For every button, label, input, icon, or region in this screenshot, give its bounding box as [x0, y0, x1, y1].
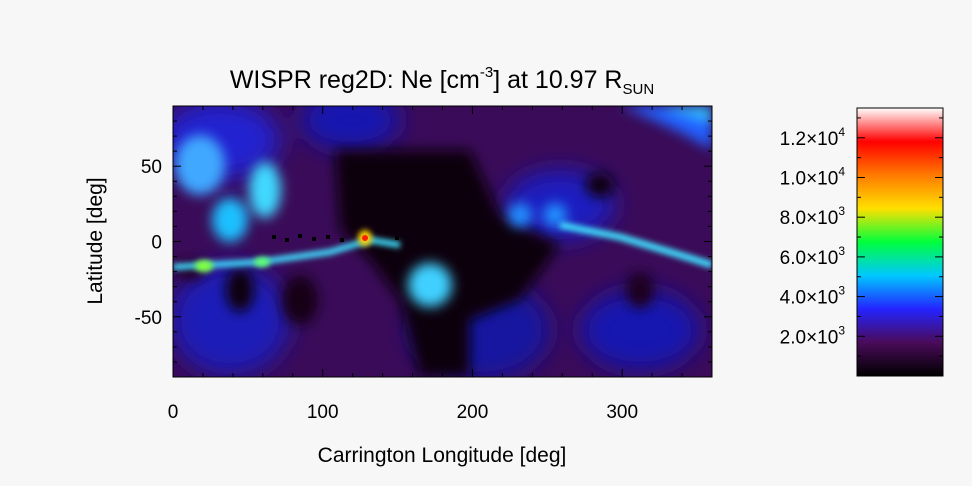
- colorbar-frame: [856, 107, 944, 377]
- speckles: [272, 234, 399, 242]
- dark-regions: [176, 150, 654, 377]
- colorbar-tick-label: 8.0×103: [780, 204, 846, 229]
- y-tick-label: -50: [135, 308, 162, 329]
- current-sheet: [173, 221, 712, 270]
- colorbar-tick-label: 2.0×103: [780, 323, 846, 348]
- dark-spot-4: [626, 272, 654, 308]
- region-lower-left: [173, 265, 290, 375]
- colorbar-tick-exponent: 3: [838, 244, 845, 258]
- plume-3: [212, 198, 248, 242]
- x-tick-label: 100: [307, 402, 339, 423]
- colorbar-tick-exponent: 4: [838, 164, 845, 178]
- hot-spot-1: [195, 260, 213, 272]
- hot-spot-core: [362, 235, 368, 241]
- y-tick-label: 50: [141, 157, 162, 178]
- colorbar: [857, 108, 943, 376]
- y-axis-ticks: 50 0 -50: [135, 120, 712, 363]
- upper-right-corner-bright: [660, 106, 712, 122]
- plume-1: [175, 135, 225, 195]
- colorbar-tick-label: 6.0×103: [780, 244, 846, 269]
- region-upper-mid: [300, 106, 400, 150]
- speck: [340, 238, 344, 242]
- x-axis-ticks: 0 100 200 300: [168, 106, 683, 423]
- title-main: WISPR reg2D: Ne [cm: [230, 66, 480, 94]
- x-tick-label: 300: [606, 402, 638, 423]
- hot-spot-2: [254, 257, 270, 267]
- colorbar-tick-mantissa: 2.0×10: [780, 327, 839, 348]
- colorbar-tick-label: 1.0×104: [780, 164, 846, 189]
- colorbar-tick-exponent: 3: [838, 284, 845, 298]
- band-right: [559, 221, 712, 269]
- speck: [298, 234, 302, 238]
- speck: [326, 235, 330, 239]
- colorbar-tick-exponent: 4: [838, 125, 845, 139]
- dark-spot-3: [586, 173, 614, 197]
- dark-spot-1: [226, 268, 254, 312]
- dark-region-center: [335, 150, 560, 377]
- plume-4: [408, 263, 452, 307]
- x-tick-label: 200: [457, 402, 489, 423]
- speck: [272, 235, 276, 239]
- heatmap-area: [173, 106, 712, 377]
- plume-6: [543, 203, 567, 227]
- colorbar-tick-exponent: 3: [838, 323, 845, 337]
- region-lower-right: [580, 290, 700, 370]
- colorbar-tick-exponent: 3: [838, 204, 845, 218]
- x-tick-label: 0: [168, 402, 179, 423]
- x-axis-label: Carrington Longitude [deg]: [318, 444, 567, 467]
- speck: [285, 238, 289, 242]
- colorbar-tick-mantissa: 6.0×10: [780, 248, 839, 269]
- chart-title: WISPR reg2D: Ne [cm-3] at 10.97 RSUN: [230, 64, 654, 98]
- cyan-structures: [175, 106, 712, 307]
- colorbar-tick-mantissa: 8.0×10: [780, 208, 839, 229]
- colorbar-tick-mantissa: 1.2×10: [780, 129, 839, 150]
- y-tick-label: 0: [151, 233, 162, 254]
- colorbar-tick-mantissa: 1.0×10: [780, 168, 839, 189]
- speck: [312, 237, 316, 241]
- title-mid: ] at 10.97 R: [493, 66, 622, 94]
- speck: [395, 236, 399, 240]
- band-left: [173, 236, 401, 270]
- y-axis-label: Latitude [deg]: [84, 177, 107, 304]
- plume-5: [508, 203, 532, 227]
- colorbar-tick-mantissa: 4.0×10: [780, 288, 839, 309]
- plume-2: [249, 162, 281, 218]
- colorbar-ticks: 2.0×1034.0×1036.0×1038.0×1031.0×1041.2×1…: [780, 117, 943, 357]
- title-subscript: SUN: [622, 81, 654, 98]
- title-exponent: -3: [480, 64, 493, 81]
- dark-spot-2: [282, 275, 318, 325]
- colorbar-tick-label: 4.0×103: [780, 284, 846, 309]
- upper-right-corner: [620, 106, 712, 150]
- colorbar-tick-label: 1.2×104: [780, 125, 846, 150]
